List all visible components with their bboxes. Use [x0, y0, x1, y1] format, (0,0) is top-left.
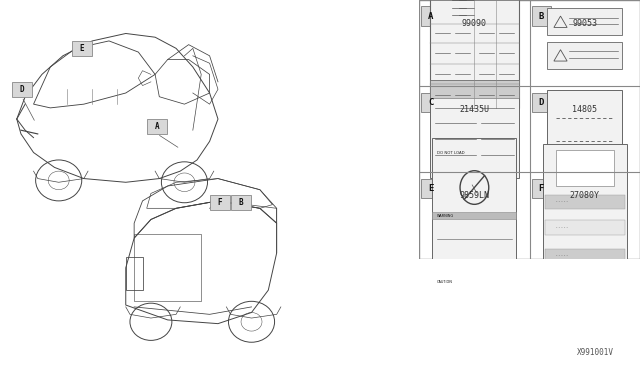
Text: F: F [218, 198, 222, 207]
Text: WARNING: WARNING [437, 214, 454, 218]
Bar [12, 82, 32, 97]
Text: 99090: 99090 [462, 19, 487, 28]
Text: D: D [538, 98, 544, 107]
Bar [547, 8, 622, 35]
Bar [556, 150, 614, 186]
Bar [433, 212, 516, 219]
Text: X991001V: X991001V [577, 348, 614, 357]
Bar [543, 144, 627, 286]
Text: A: A [428, 12, 433, 21]
Bar [72, 41, 92, 56]
Bar [210, 195, 230, 210]
Bar [430, 80, 518, 179]
Bar [421, 93, 440, 112]
Text: C: C [428, 98, 433, 107]
Bar [430, 0, 518, 108]
Bar [421, 179, 440, 198]
Text: D: D [19, 85, 24, 94]
Bar [532, 179, 550, 198]
Bar [421, 6, 440, 26]
Bar [433, 271, 516, 287]
Bar [547, 90, 622, 168]
Bar [231, 195, 251, 210]
Bar [532, 93, 550, 112]
Text: E: E [428, 184, 433, 193]
Text: 14805: 14805 [572, 105, 597, 114]
Text: 9859LN: 9859LN [460, 191, 490, 200]
Text: A: A [155, 122, 159, 131]
Text: B: B [239, 198, 243, 207]
Text: - - - - -: - - - - - [556, 225, 568, 229]
Bar [547, 42, 622, 69]
Bar [545, 249, 625, 263]
Text: 99053: 99053 [572, 19, 597, 28]
Bar [532, 6, 550, 26]
Bar [545, 220, 625, 235]
Bar [125, 257, 143, 290]
Text: 27080Y: 27080Y [570, 191, 600, 200]
Bar [545, 195, 625, 209]
Text: DO NOT LOAD: DO NOT LOAD [437, 151, 465, 155]
Text: CAUTION: CAUTION [437, 280, 452, 284]
Bar [147, 119, 167, 134]
Text: B: B [538, 12, 544, 21]
Text: E: E [79, 44, 84, 53]
Text: F: F [538, 184, 544, 193]
Text: - - - - -: - - - - - [556, 253, 568, 257]
Text: - - - - -: - - - - - [556, 199, 568, 203]
Bar [433, 138, 516, 293]
Bar [134, 234, 201, 301]
Bar [430, 80, 518, 98]
Text: 21435U: 21435U [460, 105, 490, 114]
